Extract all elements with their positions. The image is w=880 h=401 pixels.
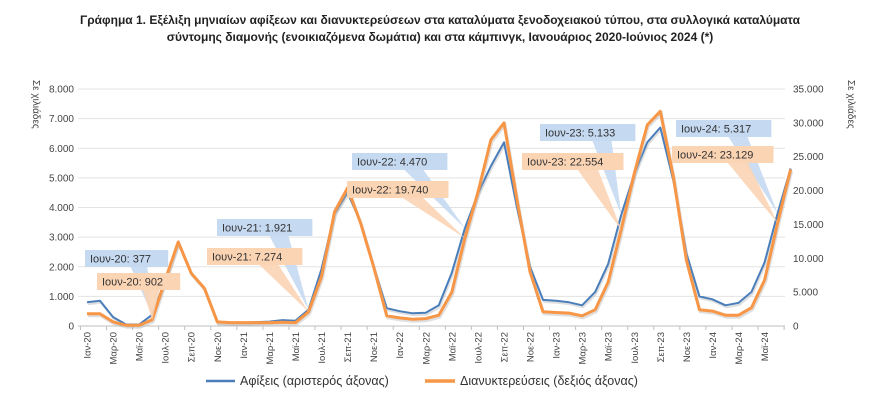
y-tick-label-right: 30.000 [793, 118, 824, 129]
y-tick-label-left: 5.000 [49, 173, 74, 184]
x-tick-label: Νοε-23 [682, 332, 693, 362]
x-tick-label: Ιουλ-20 [161, 332, 172, 364]
y-tick-label-right: 10.000 [793, 254, 824, 265]
y-tick-label-left: 8.000 [49, 85, 74, 96]
y-tick-label-right: 0 [793, 322, 799, 333]
x-tick-label: Μαϊ-21 [291, 332, 302, 361]
annotation-leader [727, 163, 778, 224]
y-tick-label-left: 0 [68, 322, 74, 333]
y-tick-label-left: 2.000 [49, 262, 74, 273]
x-tick-label: Σεπ-21 [343, 332, 354, 362]
annotation-leader [259, 265, 309, 312]
y-tick-label-left: 4.000 [49, 203, 74, 214]
chart-title-line-1: Γράφημα 1. Εξέλιξη μηνιαίων αφίξεων και … [80, 13, 800, 27]
legend: Αφίξεις (αριστερός άξονας) Διανυκτερεύσε… [206, 374, 638, 388]
annotation-leader [142, 290, 160, 320]
y-tick-label-right: 20.000 [793, 186, 824, 197]
annotation-label: Ιουν-22: 4.470 [357, 157, 427, 169]
annotation-label: Ιουν-23: 5.133 [545, 128, 615, 140]
annotation-label: Ιουν-20: 902 [102, 277, 163, 289]
chart-title: Γράφημα 1. Εξέλιξη μηνιαίων αφίξεων και … [0, 12, 880, 46]
x-tick-label: Ιουλ-21 [317, 332, 328, 364]
x-tick-label: Ιουλ-23 [630, 332, 641, 364]
y-axis-right: 0 5.000 10.000 15.000 20.000 25.000 30.000 35.0… [793, 85, 824, 333]
annotation-label: Ιουν-24: 5.317 [681, 124, 751, 136]
annotation-box [540, 124, 636, 141]
x-tick-label: Μαϊ-24 [760, 332, 771, 361]
y-axis-left-title: Σε χιλιάδες [30, 80, 42, 129]
y-tick-label-left: 1.000 [49, 292, 74, 303]
chart-title-line-2: σύντομης διαμονής (ενοικιαζόμενα δωμάτια… [166, 30, 714, 44]
x-tick-label: Μαρ-23 [578, 332, 589, 365]
annotation-label: Ιουν-21: 1.921 [222, 223, 292, 235]
x-tick-label: Μαρ-21 [265, 332, 276, 365]
x-tick-label: Μαϊ-23 [604, 332, 615, 361]
x-tick-label: Μαϊ-20 [135, 332, 146, 361]
annotation-label: Ιουν-23: 22.554 [527, 157, 603, 169]
x-tick-label: Σεπ-22 [499, 332, 510, 362]
legend-label-overnights: Διανυκτερεύσεις (δεξιός άξονας) [460, 374, 638, 388]
y-tick-label-right: 25.000 [793, 152, 824, 163]
annotation-box [352, 153, 448, 170]
x-tick-label: Ιαν-20 [83, 332, 94, 359]
y-tick-label-right: 5.000 [793, 288, 818, 299]
annotation-leader [577, 170, 622, 230]
annotation-box [347, 181, 449, 198]
annotation-box [207, 248, 303, 265]
x-tick-label: Νοε-20 [213, 332, 224, 362]
annotation-box [676, 120, 772, 137]
x-tick-label: Μαρ-24 [734, 332, 745, 365]
annotation-box [522, 153, 624, 170]
annotation-box [97, 273, 181, 290]
y-tick-label-left: 7.000 [49, 114, 74, 125]
x-tick-label: Ιαν-24 [708, 332, 719, 359]
x-tick-label: Σεπ-23 [656, 332, 667, 362]
x-tick-label: Ιαν-23 [552, 332, 563, 359]
x-tick-label: Ιαν-21 [239, 332, 250, 359]
annotation-box [672, 146, 774, 163]
legend-label-arrivals: Αφίξεις (αριστερός άξονας) [240, 374, 389, 388]
x-tick-label: Μαρ-22 [421, 332, 432, 365]
data-annotations: Ιουν-20: 377 Ιουν-20: 902 Ιουν-21: 1.921 Ιο… [85, 120, 778, 320]
x-tick-label: Μαϊ-22 [447, 332, 458, 361]
annotation-label: Ιουν-24: 23.129 [677, 150, 753, 162]
y-axis-right-title: Σε χιλιάδες [845, 80, 857, 129]
series-lines [86, 109, 794, 329]
x-axis: Ιαν-20 Μαρ-20 Μαϊ-20 Ιουλ-20 Σεπ-20 Νοε-20 Ιαν… [79, 326, 785, 365]
y-tick-label-right: 35.000 [793, 85, 824, 96]
x-tick-label: Ιουλ-22 [473, 332, 484, 364]
x-tick-label: Νοε-21 [369, 332, 380, 362]
x-tick-label: Μαρ-20 [109, 332, 120, 365]
annotation-box [85, 250, 169, 267]
annotation-label: Ιουν-22: 19.740 [352, 185, 428, 197]
y-axis-left: 0 1.000 2.000 3.000 4.000 5.000 6.000 7.000 8.00… [49, 85, 74, 333]
overnights-line [87, 109, 793, 327]
y-tick-label-right: 15.000 [793, 220, 824, 231]
x-tick-label: Ιαν-22 [395, 332, 406, 359]
annotation-label: Ιουν-21: 7.274 [212, 252, 282, 264]
annotation-leader [402, 198, 465, 238]
annotation-box [217, 219, 313, 236]
annotation-label: Ιουν-20: 377 [90, 254, 151, 266]
y-tick-label-left: 6.000 [49, 144, 74, 155]
x-tick-label: Σεπ-20 [187, 332, 198, 362]
y-tick-label-left: 3.000 [49, 233, 74, 244]
x-tick-label: Νοε-22 [526, 332, 537, 362]
